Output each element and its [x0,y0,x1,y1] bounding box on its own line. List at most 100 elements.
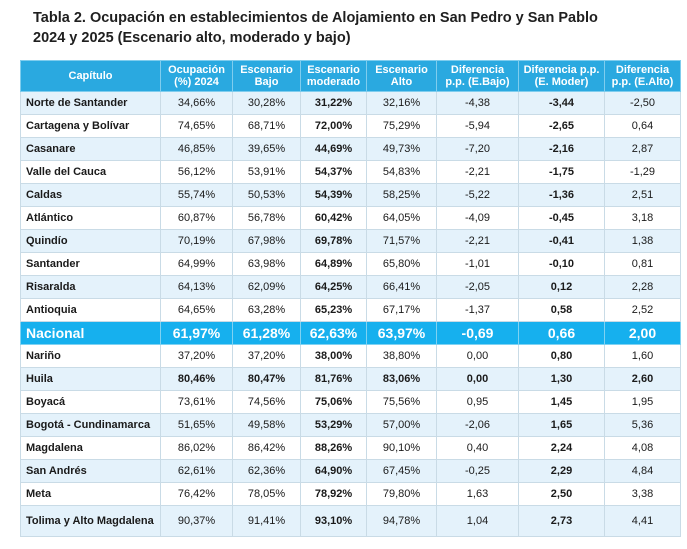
table-row: Nariño 37,20% 37,20% 38,00% 38,80% 0,00 0,80 1,… [20,344,681,368]
cell-ocupacion-2024: 64,99% [160,252,233,276]
cell-capitulo: Tolima y Alto Magdalena [20,505,161,537]
cell-escenario-alto: 66,41% [366,275,437,299]
cell-diferencia-alto: 0,64 [604,114,681,138]
cell-ocupacion-2024: 64,13% [160,275,233,299]
cell-diferencia-moderado: 1,45 [518,390,605,414]
cell-escenario-alto: 71,57% [366,229,437,253]
cell-escenario-bajo: 63,98% [232,252,301,276]
table-title: Tabla 2. Ocupación en establecimientos d… [33,8,673,48]
cell-escenario-bajo: 53,91% [232,160,301,184]
table-row: San Andrés 62,61% 62,36% 64,90% 67,45% -0,25 2… [20,459,681,483]
cell-escenario-bajo: 78,05% [232,482,301,506]
table-row: Magdalena 86,02% 86,42% 88,26% 90,10% 0,40 2,2… [20,436,681,460]
cell-diferencia-moderado: 2,24 [518,436,605,460]
cell-escenario-moderado: 62,63% [300,321,367,345]
cell-escenario-bajo: 39,65% [232,137,301,161]
cell-capitulo: Meta [20,482,161,506]
cell-diferencia-bajo: -1,01 [436,252,519,276]
cell-diferencia-alto: 4,41 [604,505,681,537]
cell-diferencia-moderado: 0,66 [518,321,605,345]
cell-diferencia-alto: -1,29 [604,160,681,184]
cell-capitulo: Risaralda [20,275,161,299]
header-escenario-alto: Escenario Alto [366,60,437,92]
cell-diferencia-alto: 2,00 [604,321,681,345]
cell-escenario-bajo: 91,41% [232,505,301,537]
cell-escenario-bajo: 37,20% [232,344,301,368]
cell-capitulo: Nacional [20,321,161,345]
cell-ocupacion-2024: 86,02% [160,436,233,460]
cell-diferencia-bajo: -0,69 [436,321,519,345]
cell-diferencia-bajo: -5,94 [436,114,519,138]
cell-escenario-bajo: 56,78% [232,206,301,230]
cell-diferencia-bajo: -5,22 [436,183,519,207]
cell-escenario-alto: 94,78% [366,505,437,537]
cell-ocupacion-2024: 60,87% [160,206,233,230]
nacional-row: Nacional 61,97% 61,28% 62,63% 63,97% -0,69 0,6… [20,321,681,345]
cell-ocupacion-2024: 62,61% [160,459,233,483]
cell-diferencia-alto: 2,28 [604,275,681,299]
cell-ocupacion-2024: 70,19% [160,229,233,253]
cell-escenario-bajo: 74,56% [232,390,301,414]
cell-diferencia-moderado: 2,50 [518,482,605,506]
cell-diferencia-moderado: -3,44 [518,91,605,115]
cell-diferencia-alto: 2,87 [604,137,681,161]
cell-diferencia-moderado: -1,75 [518,160,605,184]
cell-escenario-alto: 54,83% [366,160,437,184]
cell-diferencia-moderado: -0,41 [518,229,605,253]
title-line-1: Tabla 2. Ocupación en establecimientos d… [33,10,598,26]
cell-escenario-alto: 58,25% [366,183,437,207]
cell-capitulo: Bogotá - Cundinamarca [20,413,161,437]
cell-ocupacion-2024: 46,85% [160,137,233,161]
table-row: Atlántico 60,87% 56,78% 60,42% 64,05% -4,09 -0… [20,206,681,230]
cell-diferencia-moderado: 0,12 [518,275,605,299]
cell-diferencia-alto: 0,81 [604,252,681,276]
cell-ocupacion-2024: 51,65% [160,413,233,437]
cell-capitulo: Boyacá [20,390,161,414]
cell-diferencia-alto: 1,38 [604,229,681,253]
cell-ocupacion-2024: 74,65% [160,114,233,138]
cell-escenario-bajo: 50,53% [232,183,301,207]
cell-escenario-alto: 67,45% [366,459,437,483]
cell-escenario-moderado: 54,39% [300,183,367,207]
table-row: Caldas 55,74% 50,53% 54,39% 58,25% -5,22 -1,36… [20,183,681,207]
cell-diferencia-moderado: 2,29 [518,459,605,483]
cell-escenario-moderado: 38,00% [300,344,367,368]
cell-ocupacion-2024: 34,66% [160,91,233,115]
table-row: Risaralda 64,13% 62,09% 64,25% 66,41% -2,05 0,… [20,275,681,299]
table-row: Casanare 46,85% 39,65% 44,69% 49,73% -7,20 -2,… [20,137,681,161]
cell-diferencia-alto: 2,60 [604,367,681,391]
cell-diferencia-moderado: -0,45 [518,206,605,230]
cell-capitulo: Valle del Cauca [20,160,161,184]
occupancy-table-container: Capítulo Ocupación (%) 2024 Escenario Bajo… [20,60,681,537]
cell-escenario-bajo: 63,28% [232,298,301,322]
cell-diferencia-bajo: 1,04 [436,505,519,537]
cell-ocupacion-2024: 64,65% [160,298,233,322]
cell-diferencia-bajo: 0,95 [436,390,519,414]
cell-escenario-alto: 79,80% [366,482,437,506]
cell-ocupacion-2024: 37,20% [160,344,233,368]
cell-escenario-bajo: 62,36% [232,459,301,483]
cell-diferencia-bajo: 0,40 [436,436,519,460]
cell-diferencia-alto: 4,84 [604,459,681,483]
header-capitulo: Capítulo [20,60,161,92]
cell-ocupacion-2024: 76,42% [160,482,233,506]
cell-capitulo: Cartagena y Bolívar [20,114,161,138]
table-row: Valle del Cauca 56,12% 53,91% 54,37% 54,83% -… [20,160,681,184]
cell-escenario-bajo: 80,47% [232,367,301,391]
cell-escenario-alto: 63,97% [366,321,437,345]
cell-capitulo: Antioquia [20,298,161,322]
cell-escenario-moderado: 81,76% [300,367,367,391]
cell-diferencia-alto: 2,51 [604,183,681,207]
cell-diferencia-moderado: -1,36 [518,183,605,207]
cell-escenario-bajo: 61,28% [232,321,301,345]
cell-escenario-alto: 67,17% [366,298,437,322]
cell-diferencia-alto: -2,50 [604,91,681,115]
cell-escenario-moderado: 78,92% [300,482,367,506]
cell-escenario-alto: 75,56% [366,390,437,414]
cell-capitulo: Norte de Santander [20,91,161,115]
cell-escenario-bajo: 68,71% [232,114,301,138]
cell-diferencia-bajo: -7,20 [436,137,519,161]
header-escenario-moderado: Escenario moderado [300,60,367,92]
cell-escenario-alto: 65,80% [366,252,437,276]
cell-diferencia-alto: 1,95 [604,390,681,414]
